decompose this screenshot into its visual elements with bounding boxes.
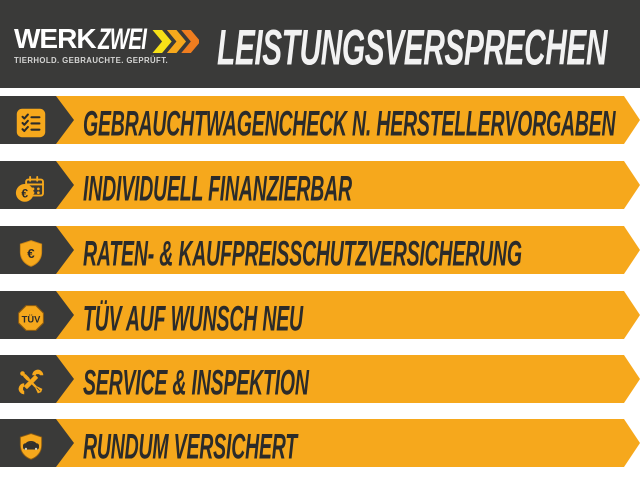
svg-text:TÜV: TÜV xyxy=(22,315,41,325)
svg-text:€: € xyxy=(27,246,35,261)
svg-text:€: € xyxy=(21,186,28,200)
